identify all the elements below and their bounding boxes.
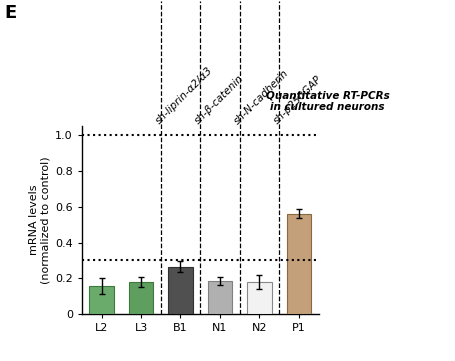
Bar: [207, 281, 232, 314]
Text: Quantitative RT-PCRs
in cultured neurons: Quantitative RT-PCRs in cultured neurons: [266, 90, 389, 112]
Bar: [168, 267, 193, 314]
Text: sh-liprin-α2/α3: sh-liprin-α2/α3: [154, 65, 215, 126]
Bar: [129, 282, 153, 314]
Bar: [287, 214, 311, 314]
Text: sh-N-cadherin: sh-N-cadherin: [233, 68, 291, 126]
Bar: [89, 286, 114, 314]
Bar: [247, 282, 272, 314]
Text: sh-p250GAP: sh-p250GAP: [272, 74, 324, 126]
Y-axis label: mRNA levels
(normalized to control): mRNA levels (normalized to control): [30, 156, 51, 284]
Text: sh-β-catenin: sh-β-catenin: [193, 73, 246, 126]
Text: E: E: [5, 4, 17, 22]
